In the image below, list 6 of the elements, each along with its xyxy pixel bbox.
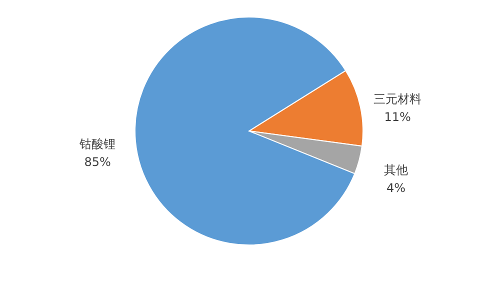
data-label: 4% — [386, 180, 406, 195]
slice-label: 钴酸锂 — [78, 137, 116, 152]
data-label: 85% — [84, 155, 111, 170]
data-label: 11% — [384, 110, 411, 124]
slice-label: 其他 — [384, 162, 408, 177]
slice-label: 三元材料 — [374, 92, 422, 106]
